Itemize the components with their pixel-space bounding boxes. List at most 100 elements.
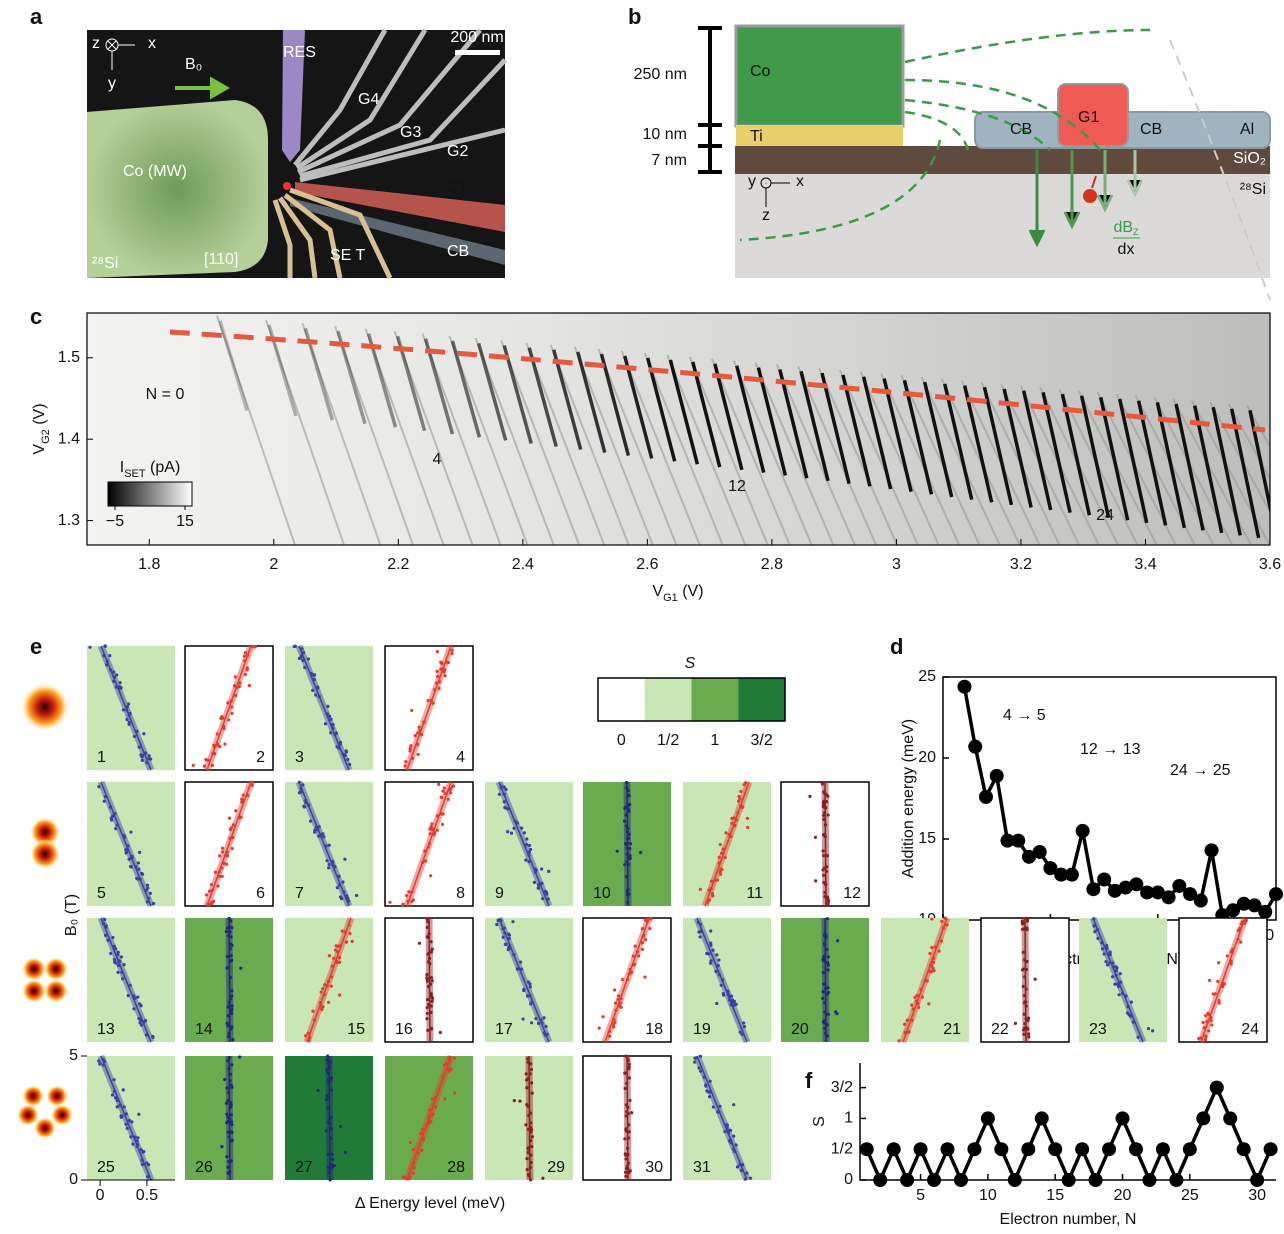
- scatter-dot: [1111, 961, 1114, 964]
- scatter-dot: [120, 1116, 123, 1119]
- scatter-dot: [122, 1088, 125, 1091]
- scatter-dot: [411, 757, 414, 760]
- scatter-dot: [229, 1104, 232, 1107]
- scatter-dot: [1210, 1019, 1213, 1022]
- scatter-dot: [428, 1108, 431, 1111]
- scatter-dot: [112, 1078, 115, 1081]
- scatter-dot: [519, 961, 522, 964]
- subplot-label: 5: [97, 885, 106, 902]
- scatter-dot: [626, 830, 629, 833]
- scatter-dot: [537, 1022, 540, 1025]
- label-substrate: ²⁸Si: [92, 255, 118, 272]
- scatter-dot: [826, 917, 829, 920]
- scatter-dot: [824, 987, 827, 990]
- scatter-dot: [527, 854, 530, 857]
- scatter-dot: [137, 1113, 140, 1116]
- scatter-dot: [512, 953, 515, 956]
- scatter-dot: [825, 865, 828, 868]
- scatter-dot: [434, 1096, 437, 1099]
- scatter-dot: [826, 993, 829, 996]
- scatter-dot: [444, 792, 447, 795]
- data-point: [1196, 1111, 1210, 1125]
- label-axis_x: x: [796, 173, 804, 190]
- scatter-dot: [244, 673, 247, 676]
- scatter-dot: [825, 948, 828, 951]
- scatter-dot: [229, 947, 232, 950]
- axes: [860, 1063, 1276, 1180]
- scatter-dot: [320, 990, 323, 993]
- scatter-dot: [325, 859, 328, 862]
- scatter-dot: [450, 1068, 453, 1071]
- scatter-dot: [230, 699, 233, 702]
- scatter-dot: [344, 930, 347, 933]
- scatter-dot: [230, 959, 233, 962]
- scatter-dot: [302, 651, 305, 654]
- scatter-dot: [451, 785, 454, 788]
- scatter-dot: [234, 675, 237, 678]
- data-point: [1076, 824, 1090, 838]
- scatter-dot: [345, 749, 348, 752]
- scatter-dot: [311, 689, 314, 692]
- subplot-label: 21: [943, 1021, 961, 1038]
- scatter-dot: [421, 861, 424, 864]
- x-tick-label: 1.8: [138, 556, 160, 573]
- scatter-dot: [407, 890, 410, 893]
- scatter-dot: [346, 897, 349, 900]
- data-point: [860, 1142, 874, 1156]
- scatter-dot: [495, 923, 498, 926]
- subplot-label: 24: [1241, 1021, 1259, 1038]
- scatter-dot: [334, 948, 337, 951]
- scatter-dot: [529, 1062, 532, 1065]
- scatter-dot: [228, 1079, 231, 1082]
- scatter-dot: [243, 659, 246, 662]
- scatter-dot: [116, 1105, 119, 1108]
- scatter-dot: [633, 963, 636, 966]
- scatter-dot: [627, 1067, 630, 1070]
- scatter-dot: [219, 717, 222, 720]
- scatter-dot: [129, 984, 132, 987]
- scatter-dot: [537, 883, 540, 886]
- scatter-dot: [228, 817, 231, 820]
- orbital-lobe: [22, 957, 46, 981]
- scatter-dot: [1151, 1029, 1154, 1032]
- scatter-dot: [1137, 1036, 1140, 1039]
- label-oxide: SiO₂: [1233, 150, 1266, 167]
- scatter-dot: [146, 887, 149, 890]
- scatter-dot: [443, 1097, 446, 1100]
- colorbar-label-part: (pA): [146, 459, 181, 476]
- scatter-dot: [626, 852, 629, 855]
- scatter-dot: [229, 1072, 232, 1075]
- scatter-dot: [614, 1009, 617, 1012]
- scatter-dot: [706, 901, 709, 904]
- scatter-dot: [230, 1063, 233, 1066]
- scatter-dot: [634, 944, 637, 947]
- scatter-dot: [326, 1107, 329, 1110]
- subplot-label: 26: [195, 1159, 213, 1176]
- scatter-dot: [331, 860, 334, 863]
- scatter-dot: [1092, 924, 1095, 927]
- scatter-dot: [339, 743, 342, 746]
- scatter-dot: [1229, 950, 1232, 953]
- annotation: 12: [728, 478, 746, 495]
- scatter-dot: [628, 972, 631, 975]
- panel-label: f: [805, 1068, 813, 1093]
- scatter-dot: [428, 957, 431, 960]
- scatter-dot: [225, 863, 228, 866]
- scatter-dot: [1239, 941, 1242, 944]
- scatter-dot: [331, 726, 334, 729]
- data-point: [1097, 873, 1111, 887]
- scatter-dot: [931, 967, 934, 970]
- scatter-dot: [206, 903, 209, 906]
- scatter-dot: [436, 829, 439, 832]
- scatter-dot: [821, 958, 824, 961]
- scatter-dot: [228, 930, 231, 933]
- subplot-label: 10: [593, 885, 611, 902]
- scatter-dot: [649, 917, 652, 920]
- scatter-dot: [1027, 1035, 1030, 1038]
- scatter-dot: [225, 1155, 228, 1158]
- scatter-dot: [530, 1081, 533, 1084]
- scatter-dot: [628, 1076, 631, 1079]
- data-point: [1075, 1142, 1089, 1156]
- scatter-dot: [112, 671, 115, 674]
- scatter-dot: [732, 816, 735, 819]
